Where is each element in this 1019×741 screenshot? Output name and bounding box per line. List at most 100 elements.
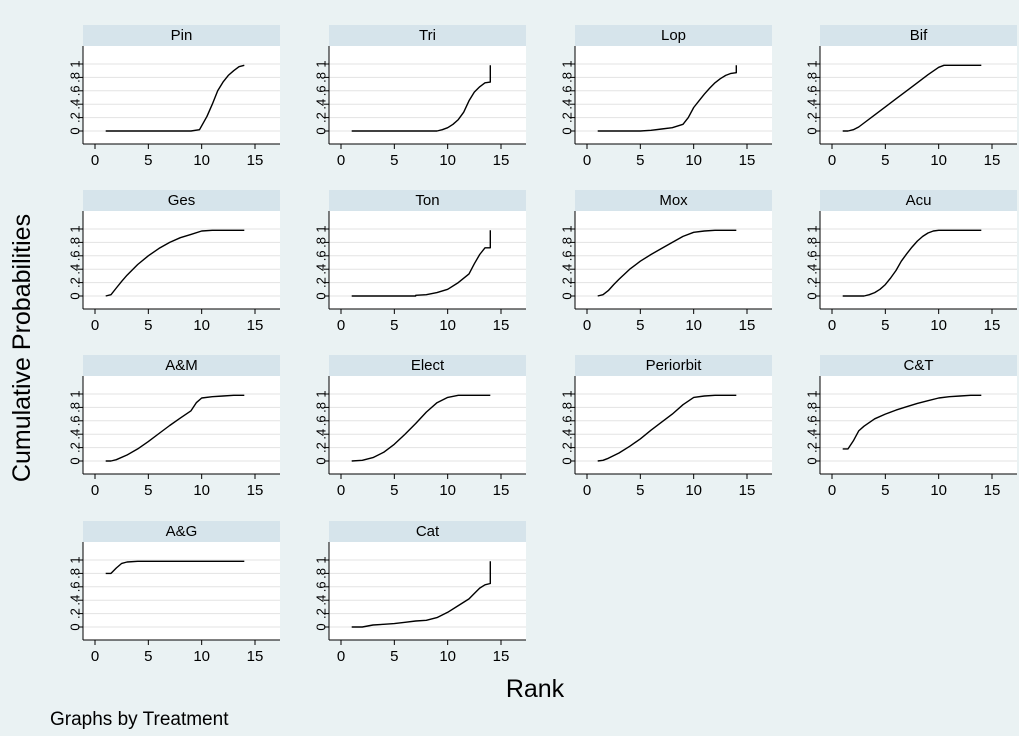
plot-area (575, 211, 772, 309)
y-tick-label: .4 (68, 429, 83, 440)
x-tick-label: 0 (91, 152, 99, 169)
y-tick-label: .8 (314, 568, 329, 579)
x-tick-label: 0 (91, 482, 99, 499)
y-tick-label: .6 (314, 85, 329, 96)
y-tick-label: .2 (805, 442, 820, 453)
panel-title: A&G (166, 523, 198, 540)
x-tick-label: 10 (439, 152, 456, 169)
y-tick-label: .4 (314, 595, 329, 606)
panel-title: Ges (168, 192, 196, 209)
y-tick-label: 0 (68, 292, 83, 299)
panel-header (575, 190, 772, 211)
y-tick-label: .2 (314, 277, 329, 288)
x-tick-label: 0 (337, 482, 345, 499)
x-tick-label: 0 (828, 482, 836, 499)
y-tick-label: .4 (560, 99, 575, 110)
y-tick-label: .4 (68, 264, 83, 275)
plot-area (83, 376, 280, 474)
panel-title: Bif (910, 27, 928, 44)
y-tick-label: 1 (68, 225, 83, 232)
panel-a-and-g: A&G0.2.4.6.810 5 10 15 (68, 521, 280, 665)
y-tick-label: .6 (560, 415, 575, 426)
x-tick-label: 5 (390, 152, 398, 169)
panel-title: Cat (416, 523, 440, 540)
y-tick-label: .8 (68, 237, 83, 248)
y-tick-label: 0 (805, 127, 820, 134)
panel-header (83, 25, 280, 46)
x-tick-label: 5 (390, 648, 398, 665)
y-tick-label: .6 (68, 581, 83, 592)
y-tick-label: .4 (68, 99, 83, 110)
series-line-a-and-g (105, 560, 245, 575)
plot-area (83, 211, 280, 309)
y-tick-label: .4 (560, 429, 575, 440)
y-tick-label: .2 (314, 442, 329, 453)
x-tick-label: 0 (828, 152, 836, 169)
panel-title: Tri (419, 27, 436, 44)
y-tick-label: .2 (314, 112, 329, 123)
y-tick-label: 0 (68, 457, 83, 464)
x-tick-label: 0 (91, 648, 99, 665)
panel-title: Elect (411, 357, 445, 374)
y-tick-label: 0 (560, 292, 575, 299)
footnote: Graphs by Treatment (50, 709, 229, 730)
y-tick-label: .4 (805, 99, 820, 110)
y-tick-label: .8 (805, 72, 820, 83)
x-tick-label: 5 (881, 152, 889, 169)
panel-header (820, 190, 1017, 211)
x-tick-label: 15 (247, 317, 264, 334)
x-tick-label: 15 (493, 317, 510, 334)
x-tick-label: 10 (439, 317, 456, 334)
x-tick-label: 5 (144, 482, 152, 499)
y-tick-label: 1 (560, 60, 575, 67)
panel-header (329, 190, 526, 211)
x-tick-label: 5 (144, 648, 152, 665)
x-tick-label: 10 (930, 317, 947, 334)
y-tick-label: 1 (805, 60, 820, 67)
series-line-ges (105, 229, 245, 297)
y-tick-label: .2 (560, 442, 575, 453)
y-tick-label: 0 (560, 457, 575, 464)
x-tick-label: 10 (685, 152, 702, 169)
y-tick-label: .6 (314, 581, 329, 592)
y-tick-label: .6 (560, 250, 575, 261)
x-tick-label: 10 (193, 648, 210, 665)
y-tick-label: .6 (68, 415, 83, 426)
x-tick-label: 0 (583, 482, 591, 499)
y-tick-label: 1 (314, 556, 329, 563)
panel-c-and-t: C&T0.2.4.6.810 5 10 15 (805, 355, 1017, 499)
series-line-bif (842, 64, 982, 132)
y-tick-label: .2 (68, 277, 83, 288)
x-tick-label: 10 (930, 482, 947, 499)
y-tick-label: .8 (68, 568, 83, 579)
panel-header (83, 521, 280, 542)
panel-header (575, 25, 772, 46)
y-tick-label: .4 (805, 429, 820, 440)
x-tick-label: 5 (390, 482, 398, 499)
plot-area (329, 211, 526, 309)
series-line-cat (351, 561, 491, 628)
y-tick-label: 1 (314, 225, 329, 232)
y-tick-label: 0 (314, 457, 329, 464)
y-tick-label: .6 (314, 415, 329, 426)
y-tick-label: .8 (560, 237, 575, 248)
y-tick-label: .4 (314, 429, 329, 440)
panel-header (83, 190, 280, 211)
y-tick-label: .4 (560, 264, 575, 275)
y-tick-label: .6 (805, 415, 820, 426)
x-tick-label: 5 (390, 317, 398, 334)
x-tick-label: 5 (636, 152, 644, 169)
y-tick-label: .4 (314, 99, 329, 110)
x-tick-label: 15 (984, 152, 1001, 169)
series-line-acu (842, 229, 982, 297)
x-tick-label: 10 (685, 317, 702, 334)
panel-title: Mox (659, 192, 688, 209)
y-tick-label: .4 (805, 264, 820, 275)
y-tick-label: 1 (314, 60, 329, 67)
y-tick-label: 1 (560, 225, 575, 232)
x-tick-label: 15 (739, 317, 756, 334)
plot-area (820, 211, 1017, 309)
x-tick-label: 5 (636, 482, 644, 499)
